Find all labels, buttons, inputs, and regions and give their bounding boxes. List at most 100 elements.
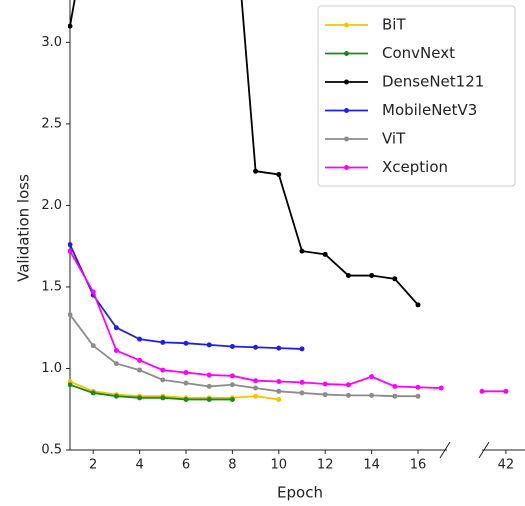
data-point [113,348,119,354]
data-point [68,23,73,29]
legend [317,5,516,187]
data-point [183,380,189,386]
y-axis-label: Validation loss [15,174,33,282]
data-point [253,378,259,384]
data-point [392,393,398,399]
data-point [183,370,189,376]
data-point [68,312,73,318]
data-point [160,339,166,345]
x-tick-label: 4 [135,458,143,473]
data-point [137,395,143,401]
x-tick-label: 42 [498,458,515,473]
axis-break [478,441,490,459]
data-point [438,385,444,391]
data-point [229,396,235,402]
data-point [90,289,96,295]
data-point [276,388,282,394]
x-tick-label: 14 [363,458,380,473]
data-point [113,325,119,331]
data-point [183,340,189,346]
data-point [299,248,305,254]
y-tick-label: 1.0 [41,361,62,376]
y-tick-label: 2.0 [41,198,62,213]
data-point [345,392,351,398]
legend-label: BiT [382,16,406,34]
data-point [322,392,328,398]
data-point [276,171,282,177]
data-point [299,379,305,385]
legend-marker [344,136,349,142]
axis-break [439,441,451,459]
y-tick-label: 0.5 [41,443,62,458]
x-tick-label: 2 [89,458,97,473]
x-tick-label: 8 [228,458,236,473]
data-point [160,395,166,401]
data-point [392,276,398,282]
x-tick-label: 10 [271,458,288,473]
legend-label: ViT [382,130,406,148]
legend-marker [344,79,349,85]
x-tick-label: 6 [182,458,190,473]
data-point [68,382,73,388]
data-point [229,373,235,379]
data-point [113,361,119,367]
series-line [69,250,442,389]
data-point [137,336,143,342]
data-point [503,388,509,394]
data-point [229,343,235,349]
series-line [69,383,233,401]
data-point [113,393,119,399]
data-point [369,374,375,380]
x-tick-label: 12 [317,458,334,473]
data-point [90,390,96,396]
series-line [69,380,279,401]
legend-marker [344,22,349,28]
data-point [253,385,259,391]
data-point [253,344,259,350]
data-point [68,248,73,254]
data-point [415,384,421,390]
data-point [160,377,166,383]
data-point [276,345,282,351]
data-point [299,346,305,352]
data-point [345,382,351,388]
data-point [90,343,96,349]
data-point [415,393,421,399]
data-point [206,396,212,402]
legend-label: DenseNet121 [382,73,484,91]
data-point [253,393,259,399]
y-tick-label: 1.5 [41,279,62,294]
x-axis-label: Epoch [277,484,323,502]
data-point [369,273,375,279]
data-point [369,392,375,398]
data-point [322,381,328,387]
plot-area [68,0,509,402]
data-point [299,390,305,396]
data-point [206,372,212,378]
data-point [253,168,259,174]
data-point [415,302,421,308]
data-point [276,379,282,385]
data-point [68,242,73,248]
data-point [345,273,351,279]
data-point [392,383,398,389]
x-tick-label: 16 [410,458,427,473]
y-tick-label: 2.5 [41,116,62,131]
legend-marker [344,165,349,170]
data-point [160,367,166,373]
data-point [137,357,143,363]
legend-marker [344,51,349,56]
data-point [137,367,143,373]
series-line [69,244,303,350]
legend-label: ConvNext [382,44,455,62]
data-point [479,388,485,394]
data-point [206,383,212,389]
legend-label: Xception [382,158,448,176]
y-tick-label: 3.0 [41,35,62,50]
data-point [229,382,235,388]
legend-label: MobileNetV3 [382,101,477,119]
data-point [183,396,189,402]
legend-marker [344,108,349,113]
data-point [276,396,282,402]
